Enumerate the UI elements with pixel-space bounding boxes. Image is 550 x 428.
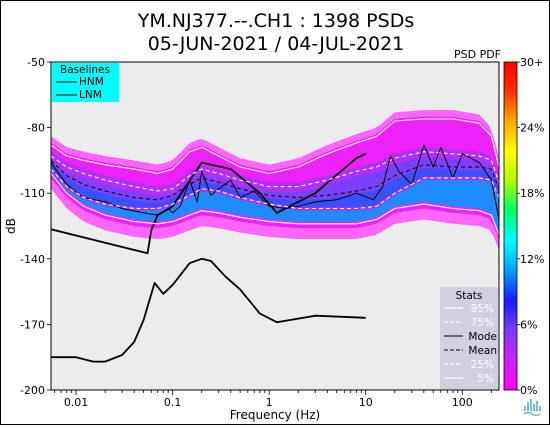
x-tick-label: 0.1: [164, 396, 182, 409]
legend-lnm-label: LNM: [79, 89, 102, 101]
plot-tag: PSD PDF: [454, 48, 501, 61]
series-layer: [51, 118, 499, 363]
colorbar: [503, 61, 518, 391]
x-axis: 0.01 0.1 1 10 100: [54, 390, 492, 409]
colorbar-tick-label: 18%: [520, 187, 544, 200]
colorbar-tick-label: 30+: [520, 56, 543, 69]
legend-p75-label: 75%: [471, 317, 494, 329]
colorbar-tick-label: 12%: [520, 253, 544, 266]
series-mean: [51, 160, 499, 201]
x-axis-label: Frequency (Hz): [230, 408, 321, 422]
legend-mode-label: Mode: [468, 331, 497, 343]
baselines-legend: Baselines HNM LNM: [52, 63, 119, 102]
pdf-band-peak: [51, 163, 499, 208]
series-lnm: [51, 257, 366, 363]
stats-legend-box: [440, 287, 498, 389]
y-axis-label: dB: [4, 218, 18, 234]
y-tick-label: -80: [27, 122, 45, 135]
baselines-legend-title: Baselines: [60, 64, 110, 76]
pdf-density-layer: [51, 110, 499, 251]
y-tick-label: -200: [20, 384, 45, 397]
legend-mean-label: Mean: [468, 345, 497, 357]
series-95pct: [51, 118, 499, 175]
x-tick-label: 10: [359, 396, 373, 409]
series-5pct: [51, 173, 499, 235]
y-tick-label: -110: [20, 187, 45, 200]
y-axis: -50 -80 -110 -140 -170 -200: [20, 56, 51, 397]
y-tick-label: -170: [20, 318, 45, 331]
plot-frame: [50, 61, 500, 391]
legend-p25-label: 25%: [471, 359, 494, 371]
stats-legend: Stats 95% 75% Mode Mean 25% 5%: [440, 287, 498, 389]
series-mode: [51, 144, 499, 220]
y-tick-label: -140: [20, 253, 45, 266]
x-tick-label: 100: [452, 396, 473, 409]
stats-legend-title: Stats: [456, 290, 483, 302]
colorbar-tick-label: 0%: [520, 384, 537, 397]
pdf-band-core: [51, 171, 499, 233]
chart-title-line1: YM.NJ377.--.CH1 : 1398 PSDs: [137, 10, 414, 32]
x-tick-label: 1: [266, 396, 273, 409]
series-hnm: [51, 152, 367, 255]
colorbar-ticks: 0% 6% 12% 18% 24% 30+: [517, 56, 544, 397]
series-25pct: [51, 168, 499, 210]
legend-p5-label: 5%: [477, 373, 494, 385]
colorbar-tick-label: 24%: [520, 122, 544, 135]
legend-hnm-label: HNM: [79, 76, 104, 88]
logo-icon: [522, 397, 544, 417]
y-tick-label: -50: [27, 56, 45, 69]
legend-p95-label: 95%: [471, 303, 494, 315]
colorbar-tick-label: 6%: [520, 318, 537, 331]
chart-title-line2: 05-JUN-2021 / 04-JUL-2021: [148, 33, 405, 55]
x-tick-label: 0.01: [64, 396, 89, 409]
